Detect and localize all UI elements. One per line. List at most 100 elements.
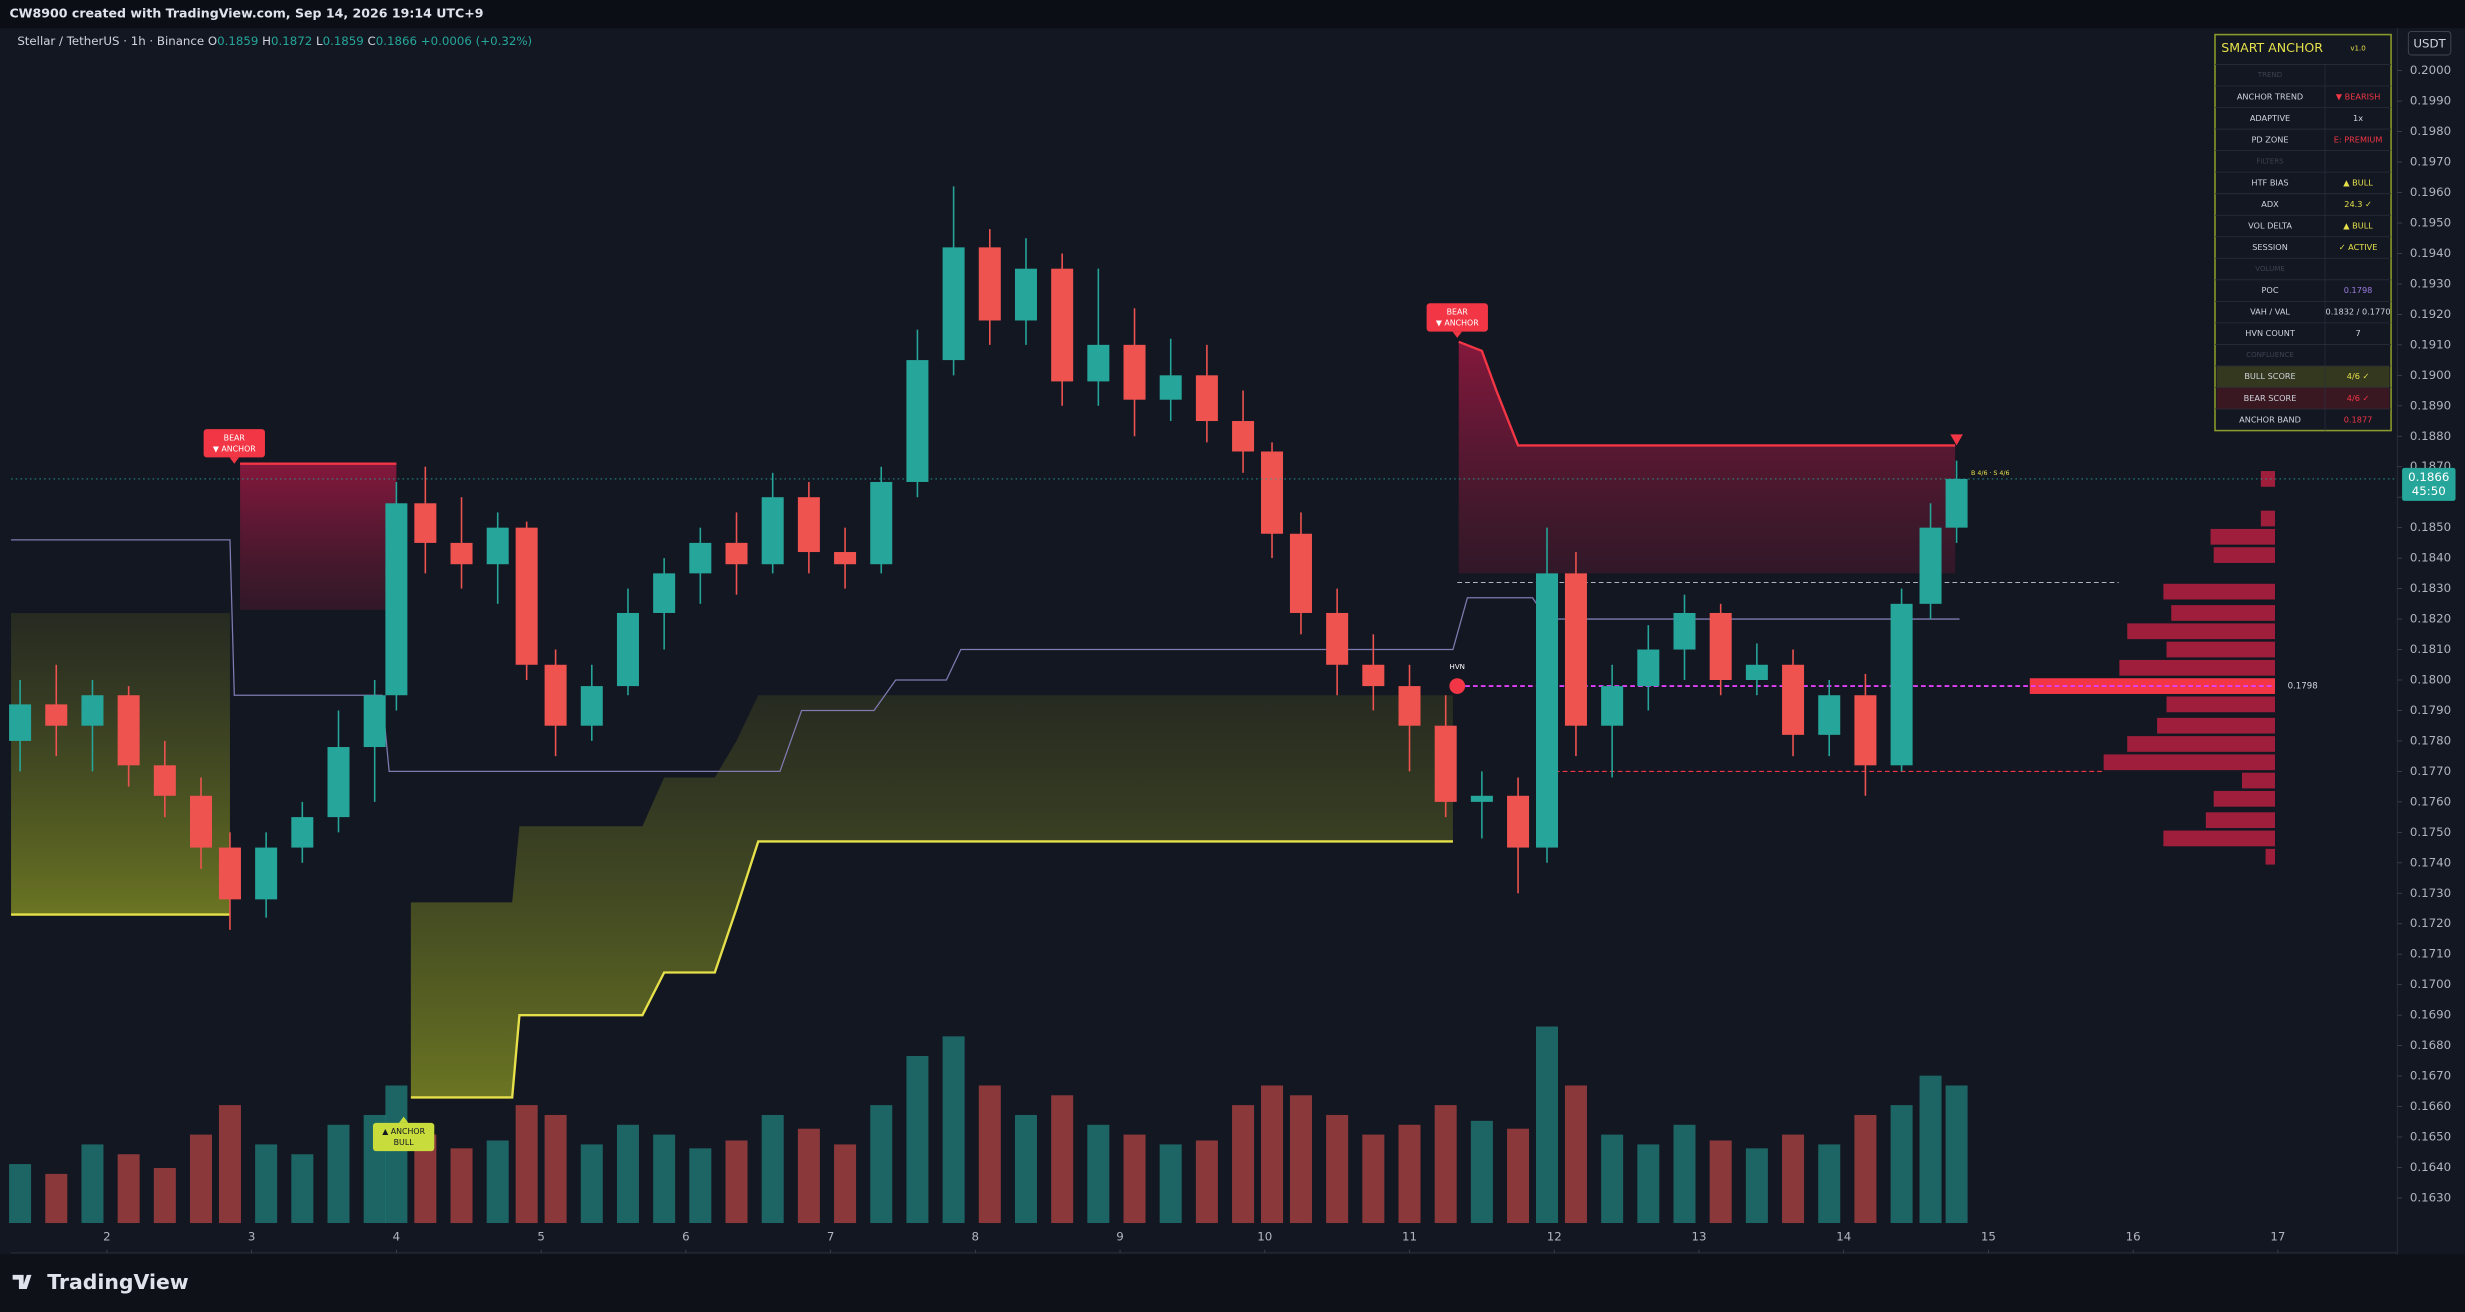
panel-section: FILTERS [2256, 156, 2284, 165]
candle-body [1195, 375, 1218, 422]
y-tick-label: 0.1740 [2410, 855, 2451, 869]
volume-bar [1261, 1085, 1284, 1224]
bear-zone [240, 463, 397, 610]
y-tick-label: 0.1900 [2410, 368, 2451, 382]
y-tick-label: 0.1950 [2410, 215, 2451, 229]
legend: Stellar / TetherUS · 1h · Binance O0.185… [17, 33, 532, 47]
volume-bar [1362, 1134, 1385, 1224]
change: +0.0006 (+0.32%) [421, 33, 532, 47]
panel-label: VAH / VAL [2250, 307, 2290, 317]
volume-profile-bar [2205, 812, 2276, 829]
candle-body [1326, 612, 1349, 665]
panel-row-bg [2216, 387, 2390, 410]
volume-profile-bar [2166, 696, 2276, 713]
y-tick-label: 0.1730 [2410, 886, 2451, 900]
bear-anchor-line [1458, 340, 1956, 447]
x-tick-label: 12 [1547, 1230, 1562, 1244]
volume-bar [291, 1154, 314, 1224]
candle-body [515, 527, 538, 665]
candle-body [1818, 695, 1841, 735]
ohlc-value: 0.1859 [217, 33, 258, 47]
panel-bg [2214, 33, 2392, 432]
volume-profile-bar [2213, 790, 2276, 807]
candle-body [1014, 268, 1037, 321]
volume-profile-bar [2260, 510, 2276, 527]
volume-profile-bar [2241, 772, 2276, 789]
y-tick-label: 0.1990 [2410, 94, 2451, 108]
y-tick-label: 0.1700 [2410, 977, 2451, 991]
volume-bar [1087, 1124, 1110, 1224]
panel-value: 4/6 ✓ [2347, 393, 2370, 403]
x-tick-label: 15 [1981, 1230, 1996, 1244]
candle-body [1470, 795, 1493, 802]
candle-body [1782, 664, 1805, 735]
panel-value: 4/6 ✓ [2347, 371, 2370, 381]
y-tick-label: 0.1850 [2410, 520, 2451, 534]
volume-bar [153, 1168, 176, 1224]
candle-body [689, 542, 712, 574]
panel-value: 0.1877 [2344, 414, 2373, 424]
currency-button[interactable] [2407, 30, 2452, 56]
hvn-label: HVN [1450, 662, 1465, 671]
panel-label: HTF BIAS [2251, 177, 2288, 187]
y-tick-label: 0.1690 [2410, 1008, 2451, 1022]
volume-bar [761, 1114, 784, 1224]
last-price-box [2402, 467, 2456, 501]
volume-bar [544, 1114, 567, 1224]
x-tick-label: 3 [248, 1230, 256, 1244]
candle-body [1709, 612, 1732, 681]
volume-bar [1123, 1134, 1146, 1224]
y-tick-label: 0.1910 [2410, 337, 2451, 351]
candle-body [580, 686, 603, 726]
panel-row-bg [2216, 365, 2390, 388]
candle-body [450, 542, 473, 565]
candle-body [1434, 725, 1457, 802]
volume-bar [653, 1134, 676, 1224]
volume-profile-bar [2210, 528, 2276, 545]
chart-area [0, 28, 2465, 1255]
candle-body [942, 247, 965, 361]
panel-section: TREND [2257, 70, 2283, 79]
candle-body [414, 503, 437, 543]
panel-value: ▼ BEARISH [2336, 91, 2381, 101]
hvn-marker [1449, 678, 1466, 694]
y-tick-label: 0.2000 [2410, 63, 2451, 77]
volume-bar [450, 1148, 473, 1224]
currency[interactable]: USDT [2413, 37, 2446, 51]
x-tick-label: 2 [103, 1230, 110, 1244]
panel-label: ADX [2261, 199, 2279, 209]
countdown: 45:50 [2412, 484, 2446, 498]
y-tick-label: 0.1940 [2410, 246, 2451, 260]
volume-bar [218, 1105, 241, 1224]
volume-bar [1564, 1085, 1587, 1224]
score-label: B 4/6 · S 4/6 [1971, 470, 2009, 477]
volume-bar [1014, 1114, 1037, 1224]
footer-brand: TradingView [47, 1270, 189, 1294]
y-tick-label: 0.1720 [2410, 916, 2451, 930]
panel-value: 1x [2353, 113, 2363, 123]
annotation-text: BEAR [224, 433, 246, 442]
last-price: 0.1866 [2408, 470, 2449, 484]
candle-body [906, 360, 929, 482]
volume-bar [190, 1134, 213, 1224]
volume-profile-bar [2171, 605, 2276, 621]
footer-bar [0, 1254, 2465, 1312]
panel-label: ADAPTIVE [2250, 113, 2290, 123]
panel-label: VOL DELTA [2248, 220, 2292, 230]
volume-bar [1195, 1140, 1218, 1224]
footer-logo [12, 1274, 32, 1290]
volume-bar [906, 1055, 929, 1224]
x-tick-label: 9 [1116, 1230, 1123, 1244]
ohlc-value: 0.1859 [323, 33, 364, 47]
volume-bar [616, 1124, 639, 1224]
y-tick-label: 0.1810 [2410, 642, 2451, 656]
volume-bar [486, 1140, 509, 1224]
annotation-text: BEAR [1447, 307, 1469, 316]
volume-bar [1326, 1114, 1349, 1224]
volume-profile-bar [2265, 848, 2276, 865]
candle-body [1745, 664, 1768, 681]
y-tick-label: 0.1760 [2410, 794, 2451, 808]
volume-bar [725, 1140, 748, 1224]
volume-bar [255, 1144, 278, 1224]
